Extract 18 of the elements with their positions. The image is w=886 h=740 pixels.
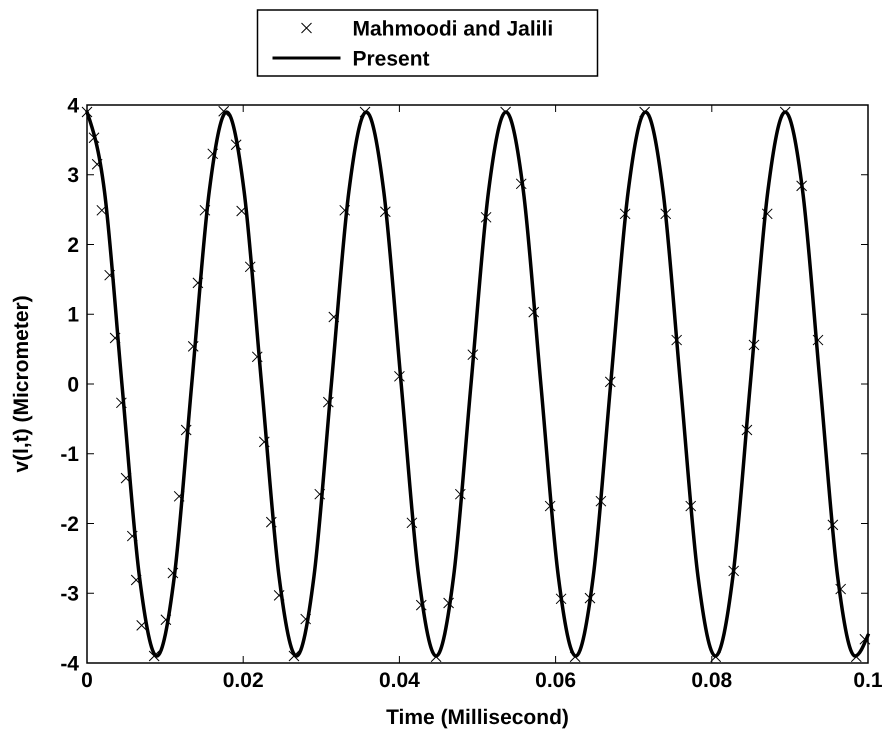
- x-tick-label: 0.08: [691, 669, 733, 692]
- y-tick-label: -2: [60, 512, 79, 536]
- y-tick-label: 0: [67, 373, 79, 396]
- y-tick-label: 2: [67, 234, 79, 257]
- x-tick-label: 0.1: [853, 669, 883, 692]
- y-tick-label: -4: [60, 652, 80, 676]
- y-axis-title: v(l,t) (Micrometer): [10, 295, 33, 473]
- y-tick-label: -3: [60, 582, 79, 606]
- legend-label: Mahmoodi and Jalili: [352, 17, 554, 40]
- x-tick-label: 0.04: [378, 669, 420, 692]
- x-tick-label: 0.02: [222, 669, 264, 692]
- y-tick-label: -1: [60, 443, 80, 466]
- y-tick-label: 3: [67, 164, 79, 188]
- legend-label: Present: [352, 47, 430, 70]
- y-tick-label: 4: [67, 94, 80, 118]
- y-tick-label: 1: [67, 304, 80, 327]
- x-tick-label: 0.06: [535, 669, 576, 692]
- x-axis-title: Time (Millisecond): [386, 706, 569, 729]
